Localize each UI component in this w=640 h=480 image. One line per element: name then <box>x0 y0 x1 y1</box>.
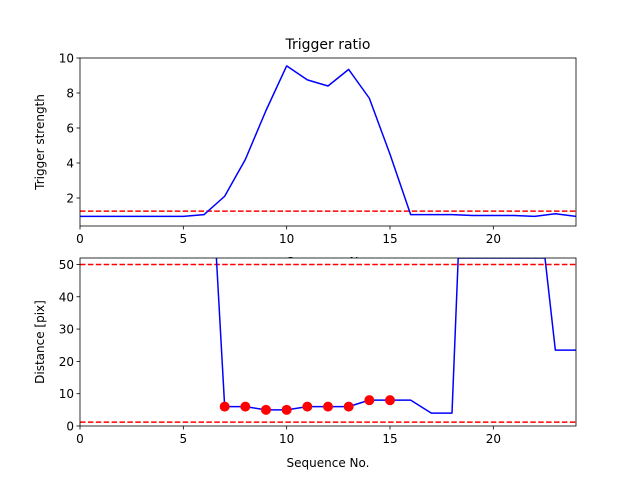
top-y-tick-label: 4 <box>66 157 74 171</box>
bottom-y-tick-label: 50 <box>59 258 74 272</box>
bottom-data-point-1 <box>240 401 251 412</box>
bottom-data-point-8 <box>385 395 395 406</box>
bottom-data-point-6 <box>343 401 354 412</box>
top-chart-title: Trigger ratio <box>284 37 370 53</box>
bottom-data-point-3 <box>281 404 292 415</box>
top-y-tick-label: 10 <box>59 52 74 66</box>
top-ticks: 0 5 10 15 20 2 4 6 8 10 <box>59 52 501 247</box>
bottom-data-point-7 <box>364 395 375 406</box>
bottom-data-point-0 <box>219 401 230 412</box>
bottom-x-tick-label: 15 <box>382 432 397 446</box>
top-x-tick-label: 10 <box>279 232 294 246</box>
bottom-x-tick-label: 10 <box>279 432 294 446</box>
top-x-tick-label: 0 <box>76 232 84 246</box>
top-x-tick-label: 20 <box>486 232 501 246</box>
bottom-y-tick-label: 10 <box>59 387 74 401</box>
bottom-data-point-5 <box>323 401 333 412</box>
bottom-y-tick-label: 0 <box>66 420 74 434</box>
top-y-axis-label: Trigger strength <box>33 94 47 191</box>
top-plot-layer <box>80 65 576 218</box>
bottom-x-tick-label: 0 <box>76 432 84 446</box>
top-axes-frame <box>79 57 577 227</box>
bottom-x-tick-label: 20 <box>486 432 501 446</box>
top-y-tick-label: 8 <box>66 87 74 101</box>
top-x-tick-label: 5 <box>180 232 188 246</box>
bottom-data-point-2 <box>261 404 271 415</box>
bottom-y-tick-label: 40 <box>59 290 74 304</box>
top-data-area <box>80 65 576 218</box>
bottom-axes-background <box>80 258 576 426</box>
bottom-x-tick-label: 5 <box>180 432 188 446</box>
bottom-chart-panel: 0 5 10 15 20 0 10 20 30 40 50 Distance [pix] Seque… <box>33 257 577 470</box>
bottom-axes-frame <box>79 257 577 427</box>
bottom-y-tick-label: 30 <box>59 323 74 337</box>
top-y-tick-label: 6 <box>66 122 74 136</box>
bottom-data-area <box>80 258 576 423</box>
bottom-y-tick-label: 20 <box>59 355 74 369</box>
top-x-tick-label: 15 <box>382 232 397 246</box>
bottom-plot-layer <box>80 258 576 423</box>
bottom-ticks: 0 5 10 15 20 0 10 20 30 40 50 <box>59 258 501 446</box>
top-series-line-0 <box>80 65 576 218</box>
bottom-y-axis-label: Distance [pix] <box>33 300 47 384</box>
bottom-data-point-4 <box>302 401 313 412</box>
bottom-x-axis-label: Sequence No. <box>287 456 370 470</box>
top-y-tick-label: 2 <box>66 192 74 206</box>
